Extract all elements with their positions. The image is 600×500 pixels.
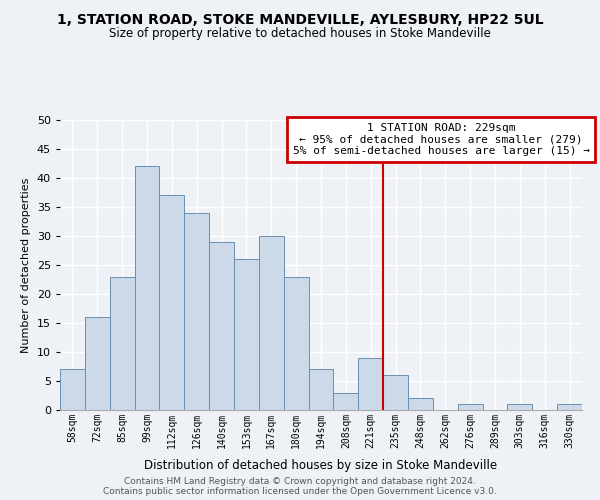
Text: 1 STATION ROAD: 229sqm
← 95% of detached houses are smaller (279)
5% of semi-det: 1 STATION ROAD: 229sqm ← 95% of detached… <box>293 123 590 156</box>
Bar <box>259 236 284 410</box>
Bar <box>284 276 308 410</box>
Bar <box>334 392 358 410</box>
Bar <box>408 398 433 410</box>
Bar <box>209 242 234 410</box>
Text: Distribution of detached houses by size in Stoke Mandeville: Distribution of detached houses by size … <box>145 458 497 471</box>
Bar <box>160 196 184 410</box>
Text: Size of property relative to detached houses in Stoke Mandeville: Size of property relative to detached ho… <box>109 28 491 40</box>
Bar <box>458 404 482 410</box>
Bar <box>383 375 408 410</box>
Text: Contains public sector information licensed under the Open Government Licence v3: Contains public sector information licen… <box>103 486 497 496</box>
Bar <box>508 404 532 410</box>
Bar <box>557 404 582 410</box>
Y-axis label: Number of detached properties: Number of detached properties <box>21 178 31 352</box>
Bar <box>234 259 259 410</box>
Bar <box>358 358 383 410</box>
Text: 1, STATION ROAD, STOKE MANDEVILLE, AYLESBURY, HP22 5UL: 1, STATION ROAD, STOKE MANDEVILLE, AYLES… <box>56 12 544 26</box>
Text: Contains HM Land Registry data © Crown copyright and database right 2024.: Contains HM Land Registry data © Crown c… <box>124 476 476 486</box>
Bar <box>184 213 209 410</box>
Bar <box>308 370 334 410</box>
Bar <box>110 276 134 410</box>
Bar <box>60 370 85 410</box>
Bar <box>85 317 110 410</box>
Bar <box>134 166 160 410</box>
